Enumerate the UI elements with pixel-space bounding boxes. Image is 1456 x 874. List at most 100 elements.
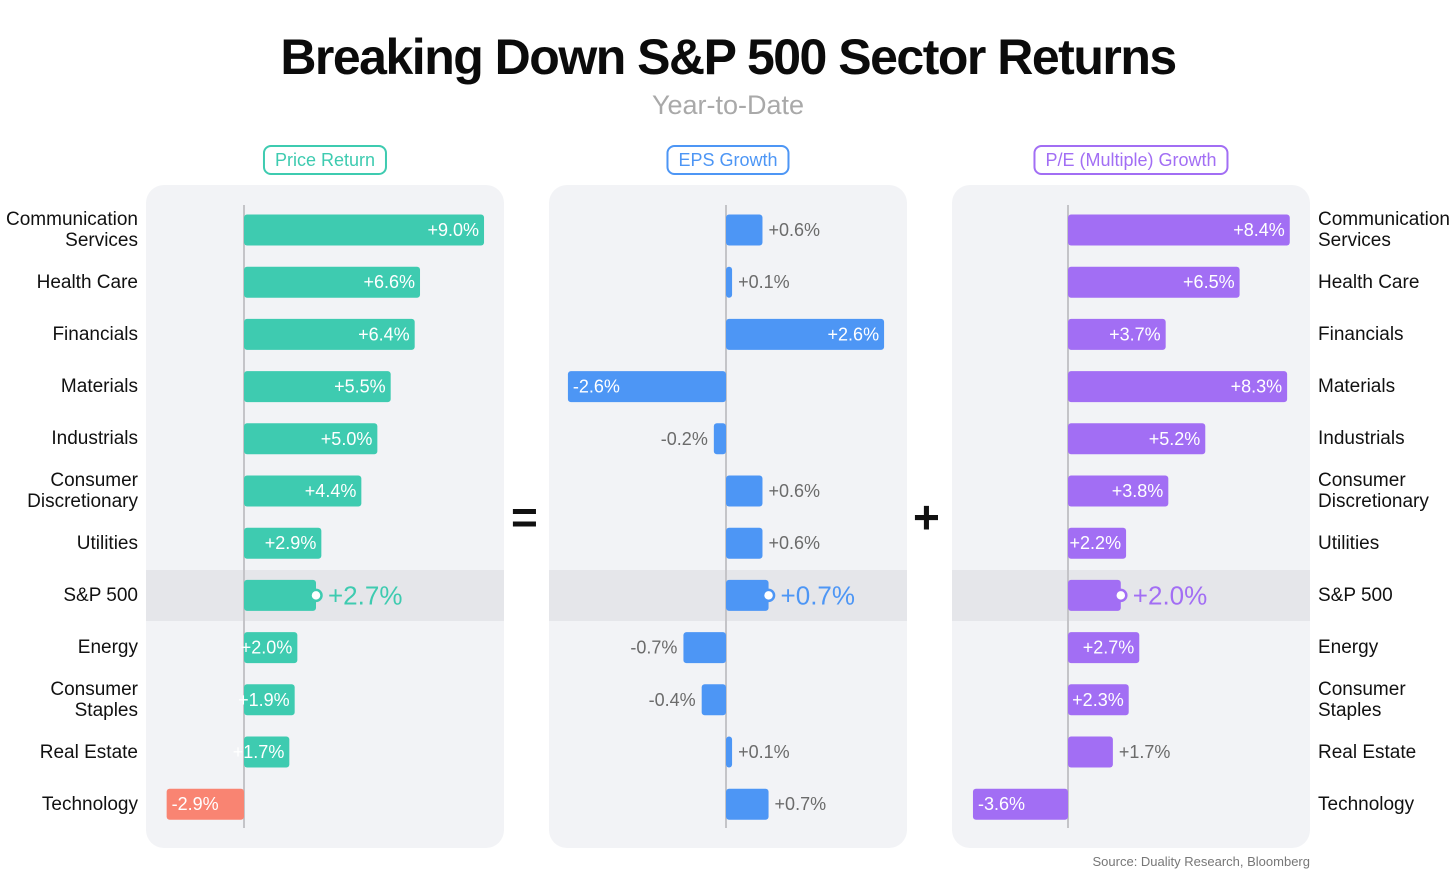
data-label-eps-growth-real-estate: +0.1% <box>738 742 790 762</box>
panel-title-eps-growth: EPS Growth <box>666 145 790 175</box>
bar-eps-growth-consumer-staples <box>701 684 726 716</box>
data-label-eps-growth-financials: +2.6% <box>828 324 880 344</box>
chart-subtitle: Year-to-Date <box>651 90 805 120</box>
category-label-right-materials: Materials <box>1318 376 1396 398</box>
data-label-eps-growth-health-care: +0.1% <box>738 272 790 292</box>
data-label-eps-growth-energy: -0.7% <box>630 638 677 658</box>
data-label-price-return-real-estate: +1.7% <box>233 742 285 762</box>
data-label-pe-growth-financials: +3.7% <box>1109 324 1161 344</box>
bar-price-return-consumer-staples <box>244 684 295 716</box>
category-label-left-communication-services: Communication Services <box>6 209 138 251</box>
category-label-left-consumer-staples: Consumer Staples <box>50 678 138 721</box>
data-label-eps-growth-consumer-staples: -0.4% <box>649 690 696 710</box>
data-label-pe-growth-energy: +2.7% <box>1083 638 1135 658</box>
equals-operator: = <box>511 491 538 543</box>
category-label-right-real-estate: Real Estate <box>1318 741 1417 763</box>
category-label-right-consumer-staples: Consumer Staples <box>1318 678 1406 721</box>
category-label-right-health-care: Health Care <box>1318 271 1420 293</box>
data-label-pe-growth-health-care: +6.5% <box>1183 272 1235 292</box>
data-label-price-return-s-p-500: +2.7% <box>328 580 402 610</box>
data-label-eps-growth-technology: +0.7% <box>775 794 827 814</box>
data-label-pe-growth-consumer-discretionary: +3.8% <box>1112 481 1164 501</box>
plus-operator: + <box>913 491 940 543</box>
total-marker-pe-growth <box>1114 588 1128 603</box>
bar-pe-growth-real-estate <box>1068 736 1113 768</box>
data-label-pe-growth-communication-services: +8.4% <box>1233 220 1285 240</box>
data-label-pe-growth-materials: +8.3% <box>1231 377 1283 397</box>
bar-price-return-technology <box>166 788 244 820</box>
data-label-pe-growth-industrials: +5.2% <box>1149 429 1201 449</box>
category-label-left-health-care: Health Care <box>36 271 138 293</box>
data-label-pe-growth-real-estate: +1.7% <box>1119 742 1171 762</box>
bar-eps-growth-real-estate <box>726 736 733 768</box>
data-label-price-return-materials: +5.5% <box>334 377 386 397</box>
bar-price-return-real-estate <box>244 736 290 768</box>
bar-pe-growth-industrials <box>1068 423 1206 455</box>
bar-pe-growth-materials <box>1068 371 1288 403</box>
data-label-eps-growth-consumer-discretionary: +0.6% <box>768 481 820 501</box>
data-label-eps-growth-s-p-500: +0.7% <box>781 580 855 610</box>
data-label-pe-growth-utilities: +2.2% <box>1070 533 1122 553</box>
category-label-right-energy: Energy <box>1318 637 1379 659</box>
bar-eps-growth-financials <box>726 318 885 350</box>
panel-title-price-return: Price Return <box>262 145 388 175</box>
data-label-eps-growth-materials: -2.6% <box>573 377 620 397</box>
data-label-eps-growth-industrials: -0.2% <box>661 429 708 449</box>
category-label-left-energy: Energy <box>77 637 138 659</box>
category-label-left-materials: Materials <box>60 376 138 398</box>
category-label-right-communication-services: Communication Services <box>1318 209 1450 251</box>
bar-eps-growth-utilities <box>726 527 763 559</box>
bar-eps-growth-health-care <box>726 266 733 298</box>
bar-price-return-industrials <box>244 423 378 455</box>
total-marker-price-return <box>309 588 323 603</box>
bar-eps-growth-s-p-500 <box>726 579 769 611</box>
total-marker-eps-growth <box>761 588 776 603</box>
bar-eps-growth-industrials <box>713 423 726 455</box>
category-label-left-consumer-discretionary: Consumer Discretionary <box>27 470 138 512</box>
bar-price-return-consumer-discretionary <box>244 475 362 507</box>
highlight-band-pe-growth <box>952 570 1310 621</box>
bar-pe-growth-consumer-staples <box>1068 684 1129 716</box>
bar-pe-growth-health-care <box>1068 266 1240 298</box>
data-label-price-return-consumer-staples: +1.9% <box>238 690 290 710</box>
data-label-price-return-financials: +6.4% <box>358 324 410 344</box>
bar-pe-growth-financials <box>1068 318 1166 350</box>
data-label-price-return-consumer-discretionary: +4.4% <box>305 481 357 501</box>
category-label-right-financials: Financials <box>1318 323 1404 345</box>
data-label-eps-growth-utilities: +0.6% <box>768 533 820 553</box>
data-label-pe-growth-s-p-500: +2.0% <box>1133 580 1207 610</box>
bar-pe-growth-technology <box>972 788 1068 820</box>
bar-pe-growth-consumer-discretionary <box>1068 475 1169 507</box>
category-label-right-utilities: Utilities <box>1318 532 1380 554</box>
category-label-left-technology: Technology <box>41 793 138 815</box>
data-label-price-return-industrials: +5.0% <box>321 429 373 449</box>
data-label-pe-growth-consumer-staples: +2.3% <box>1072 690 1124 710</box>
bar-eps-growth-energy <box>683 632 726 664</box>
category-label-left-industrials: Industrials <box>51 428 138 450</box>
bar-eps-growth-consumer-discretionary <box>726 475 763 507</box>
data-label-price-return-technology: -2.9% <box>172 794 219 814</box>
bar-eps-growth-communication-services <box>726 214 763 246</box>
category-label-left-s-p-500: S&P 500 <box>63 584 138 606</box>
bar-pe-growth-communication-services <box>1068 214 1290 246</box>
category-label-left-financials: Financials <box>52 323 138 345</box>
category-label-left-utilities: Utilities <box>76 532 138 554</box>
panel-title-pe-growth: P/E (Multiple) Growth <box>1033 145 1229 175</box>
data-label-price-return-utilities: +2.9% <box>265 533 317 553</box>
highlight-band-price-return <box>146 570 504 621</box>
bar-eps-growth-materials <box>567 371 726 403</box>
bar-price-return-communication-services <box>244 214 485 246</box>
bar-price-return-financials <box>244 318 415 350</box>
bar-pe-growth-utilities <box>1068 527 1127 559</box>
bar-eps-growth-technology <box>726 788 769 820</box>
data-label-pe-growth-technology: -3.6% <box>978 794 1025 814</box>
data-label-price-return-communication-services: +9.0% <box>427 220 479 240</box>
data-label-price-return-health-care: +6.6% <box>363 272 415 292</box>
bar-pe-growth-s-p-500 <box>1068 579 1121 611</box>
category-label-right-consumer-discretionary: Consumer Discretionary <box>1318 470 1429 512</box>
bar-price-return-s-p-500 <box>244 579 317 611</box>
bar-price-return-materials <box>244 371 391 403</box>
category-label-left-real-estate: Real Estate <box>39 741 138 763</box>
bar-pe-growth-energy <box>1068 632 1140 664</box>
